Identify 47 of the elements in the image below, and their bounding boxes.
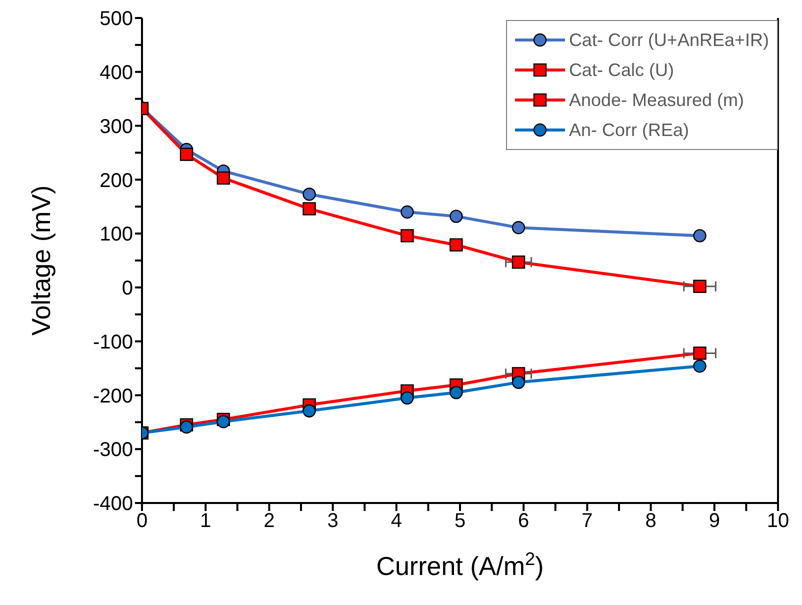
y-tick-label: 200 — [100, 170, 133, 192]
x-tick-label: 6 — [518, 510, 530, 532]
x-tick-label: 9 — [708, 510, 720, 532]
point — [512, 256, 526, 269]
point — [512, 221, 526, 234]
legend-label: Anode- Measured (m) — [568, 90, 744, 110]
point — [216, 415, 230, 428]
legend-label: Cat- Calc (U) — [568, 60, 674, 80]
point — [512, 376, 526, 389]
y-tick-label: -100 — [92, 331, 133, 354]
point — [302, 202, 316, 216]
y-tick-label: -200 — [92, 385, 133, 408]
x-tick-label: 5 — [454, 510, 466, 532]
legend-label: An- Corr (REa) — [568, 120, 689, 140]
point — [216, 171, 230, 185]
x-tick-label: 7 — [582, 510, 593, 532]
y-tick-label: 500 — [100, 8, 133, 30]
x-tick-label: 4 — [390, 510, 402, 532]
y-tick-label: 300 — [100, 116, 133, 138]
point — [400, 229, 414, 242]
x-tick-label: 3 — [327, 510, 338, 532]
x-tick-label: 10 — [766, 510, 790, 532]
x-tick-label: 2 — [264, 510, 275, 532]
point — [693, 360, 706, 373]
point — [302, 188, 316, 201]
point — [180, 420, 194, 434]
x-axis-title: Current (A/m$^{2}$) — [376, 549, 544, 581]
y-tick-label: 0 — [122, 278, 133, 300]
y-tick-label: -400 — [92, 493, 133, 516]
y-tick-label: -300 — [92, 439, 133, 462]
legend-label: Cat- Corr (U+AnREa+IR) — [568, 30, 769, 50]
x-tick-label: 1 — [200, 510, 212, 532]
x-tick-label: 8 — [645, 510, 656, 532]
y-tick-label: 100 — [100, 224, 133, 246]
point — [693, 346, 706, 360]
point — [400, 205, 414, 219]
point — [400, 391, 414, 405]
y-tick-label: 400 — [100, 62, 133, 84]
x-tick-label: 0 — [136, 510, 148, 532]
point — [693, 280, 706, 293]
y-axis-title: Voltage (mV) — [26, 185, 56, 336]
point — [693, 229, 706, 242]
point — [450, 238, 463, 252]
point — [450, 386, 463, 400]
point — [302, 404, 316, 418]
point — [450, 210, 463, 223]
point — [180, 148, 194, 161]
